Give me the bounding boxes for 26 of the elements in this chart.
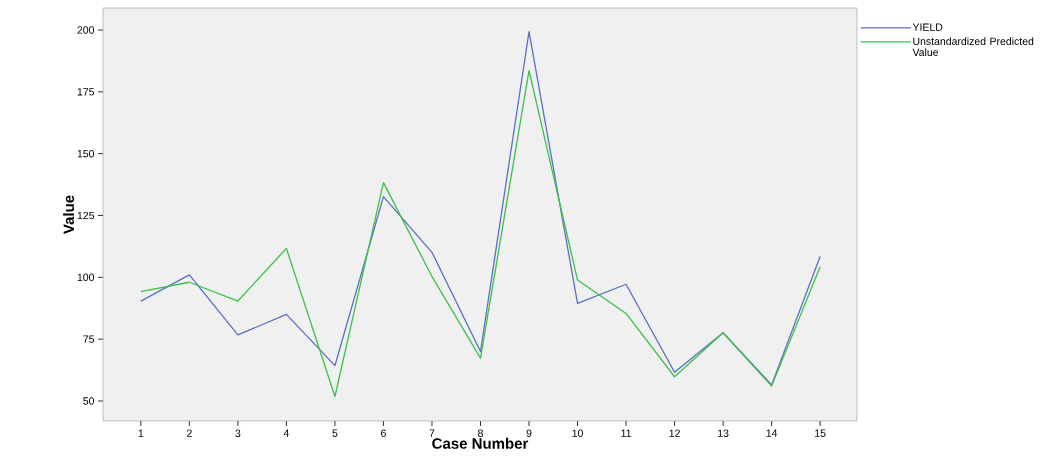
y-tick-label: 125 [77,211,95,220]
y-tick-label: 100 [77,273,95,282]
x-tick-label: 5 [332,429,338,437]
x-tick-label: 4 [283,429,290,437]
x-tick-label: 9 [526,429,532,437]
y-tick-label: 175 [77,88,95,96]
x-tick-label: 7 [429,429,435,437]
x-tick-label: 8 [478,429,483,437]
x-tick-label: 1 [138,429,144,437]
legend-label: YIELD [912,23,943,31]
x-tick-label: 15 [815,429,826,437]
legend-label: Unstandardized Predicted Value [912,37,1034,57]
x-tick-label: 2 [186,429,192,437]
x-tick-label: 13 [718,429,729,437]
y-tick-label: 150 [77,149,95,158]
x-axis-title: Case Number [432,437,529,449]
x-tick-label: 3 [235,429,241,437]
x-tick-label: 14 [766,429,778,437]
y-axis-title: Value [63,195,75,234]
y-tick-label: 50 [83,397,95,405]
y-tick-label: 75 [83,335,95,343]
x-tick-label: 10 [572,429,583,437]
x-tick-label: 12 [669,429,680,437]
x-tick-label: 6 [381,429,386,437]
x-tick-label: 11 [621,429,631,437]
y-tick-label: 200 [77,26,95,34]
